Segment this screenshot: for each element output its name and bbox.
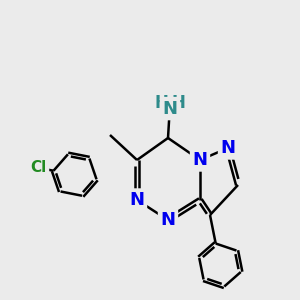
Text: N: N: [160, 211, 175, 229]
Text: N: N: [220, 139, 236, 157]
Text: H: H: [155, 94, 169, 112]
Text: N: N: [193, 151, 208, 169]
Text: Cl: Cl: [31, 160, 47, 175]
Text: H: H: [172, 94, 185, 112]
Text: N: N: [130, 191, 145, 209]
Text: N: N: [163, 100, 178, 118]
